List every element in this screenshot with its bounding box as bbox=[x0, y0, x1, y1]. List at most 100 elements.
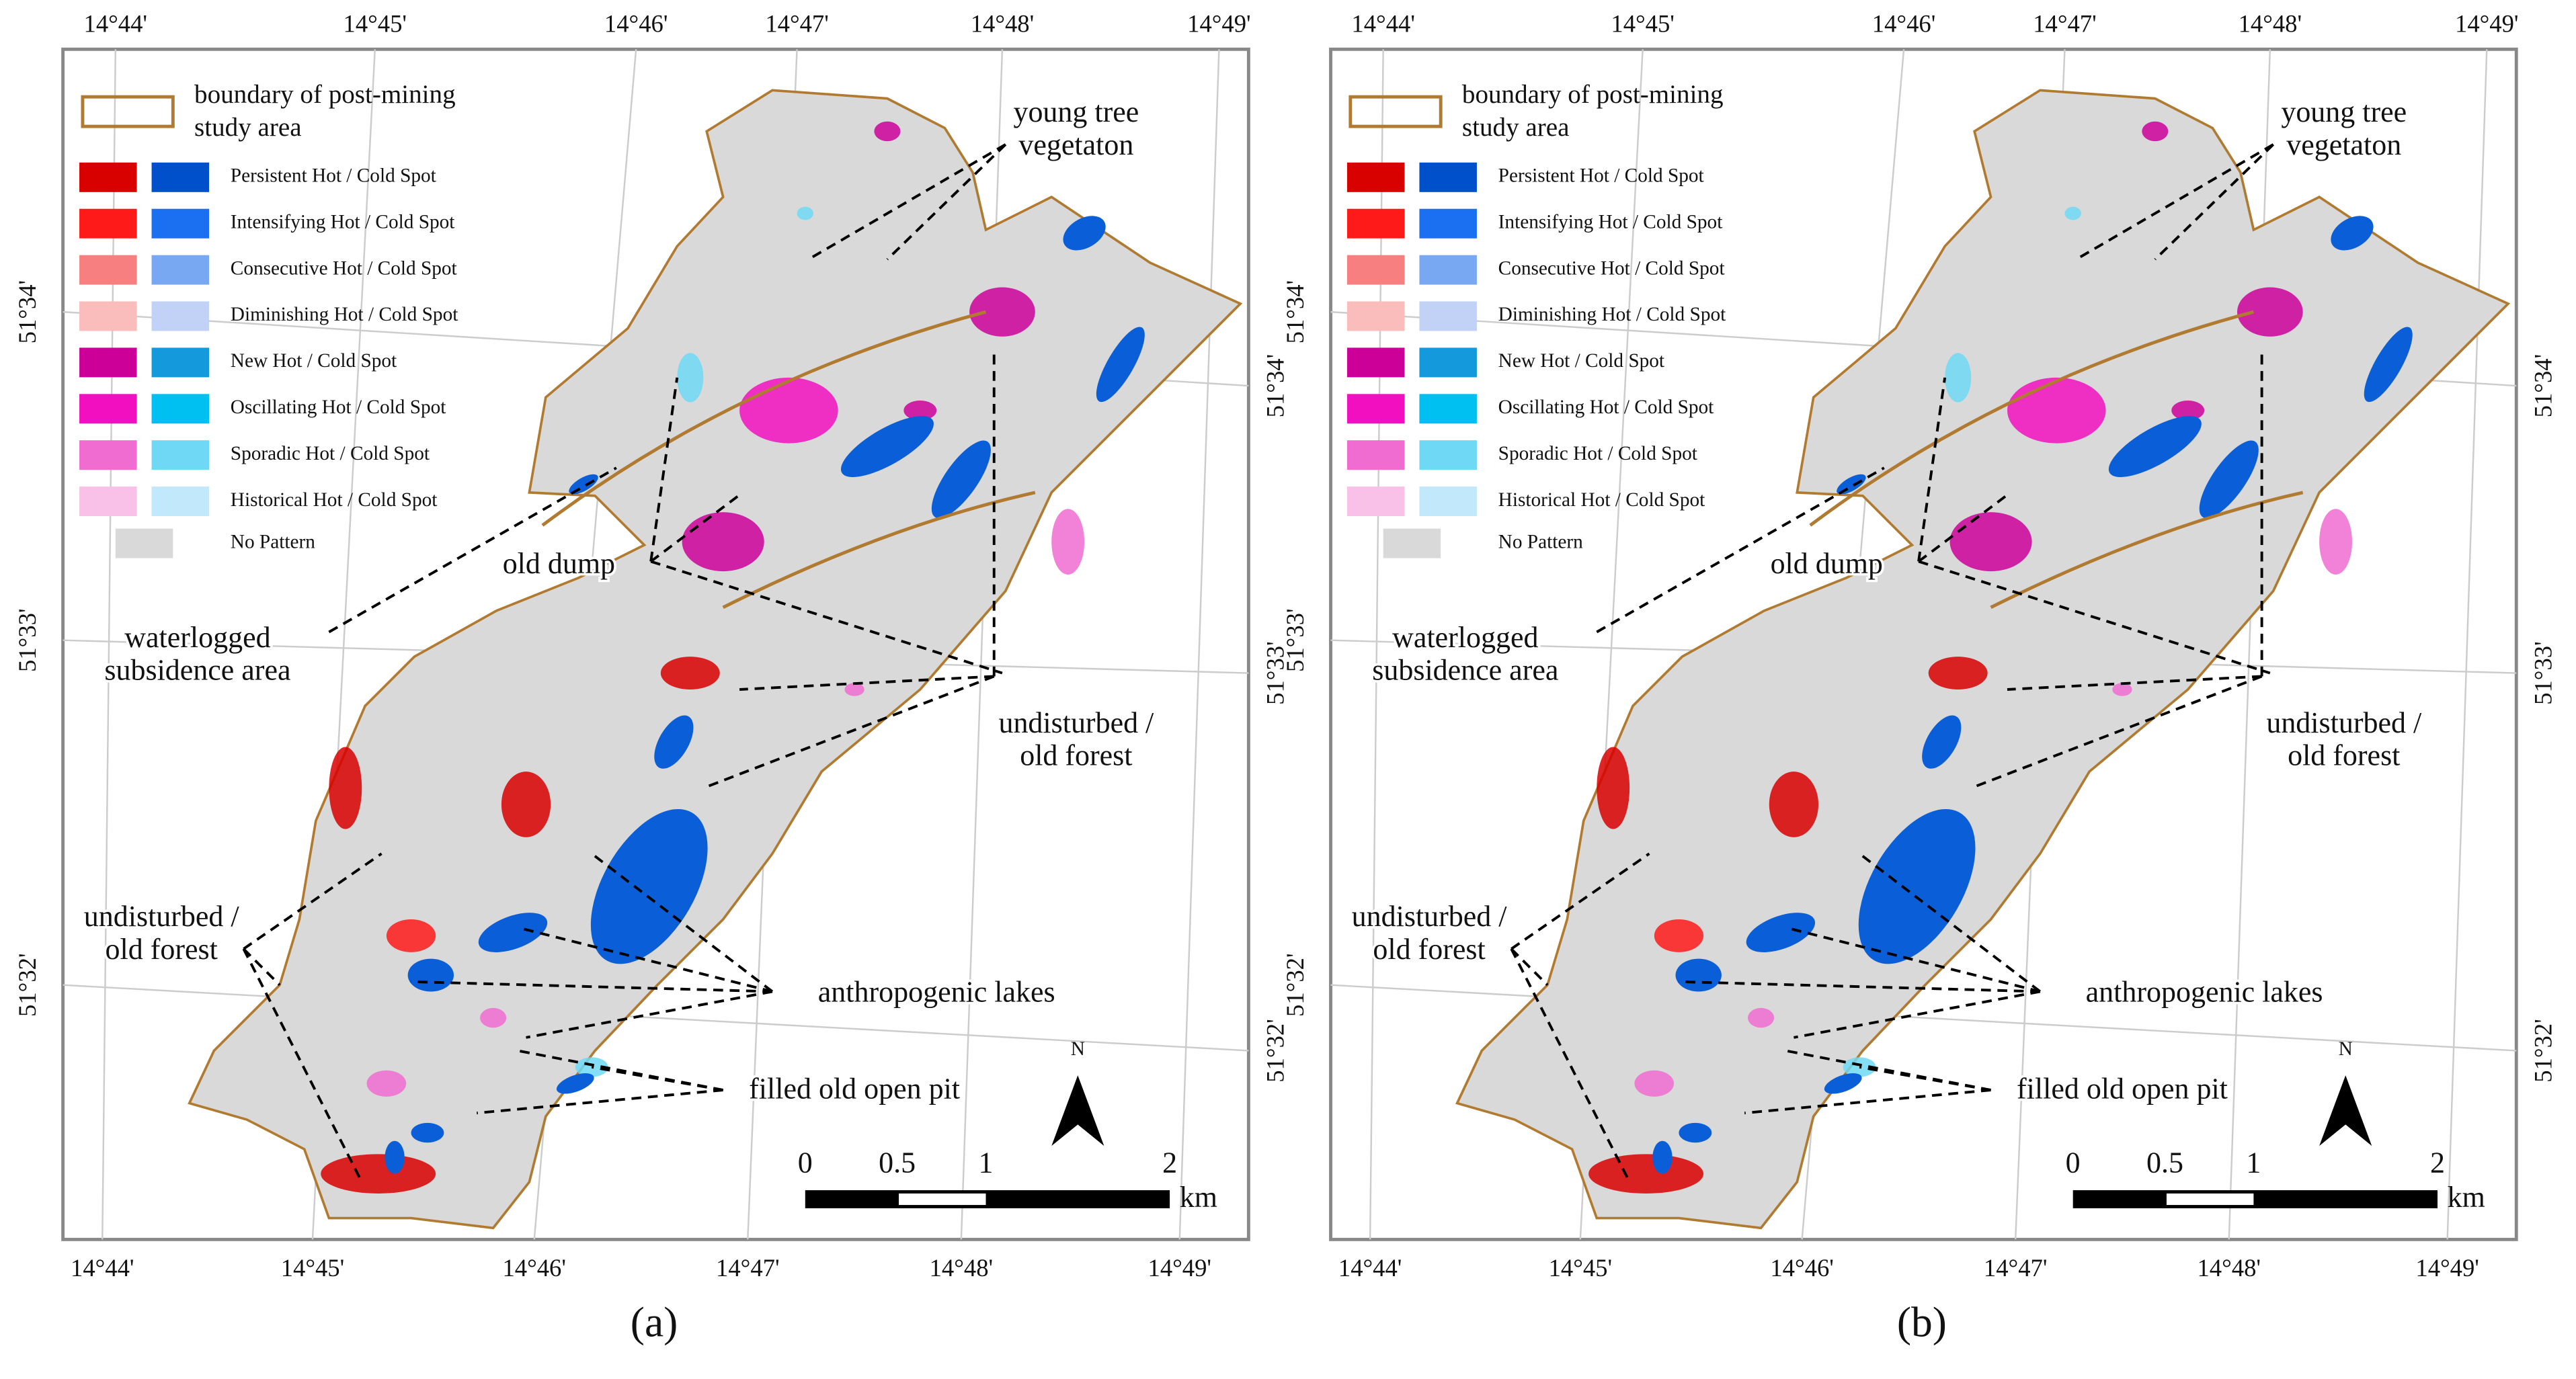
legend-label: Sporadic Hot / Cold Spot bbox=[231, 443, 430, 464]
cold-spot-lake bbox=[1679, 1122, 1712, 1143]
longitude-label: 14°45' bbox=[1611, 9, 1675, 37]
hot-spot-patch bbox=[366, 1070, 407, 1097]
longitude-label: 14°46' bbox=[1872, 9, 1936, 37]
graticule-line bbox=[1330, 984, 2517, 1052]
leader-line bbox=[739, 675, 994, 691]
legend-swatch-hot bbox=[1346, 162, 1405, 192]
legend-swatch-cold bbox=[151, 347, 210, 378]
legend-label: boundary of post-mining bbox=[1462, 80, 1724, 109]
longitude-label: 14°46' bbox=[1770, 1254, 1833, 1282]
scale-bar bbox=[805, 1190, 1170, 1208]
annotation: undisturbed / bbox=[1352, 900, 1508, 933]
hot-spot-patch bbox=[844, 683, 864, 696]
scale-label: 0.5 bbox=[879, 1146, 916, 1179]
cold-spot-lake bbox=[1746, 913, 1816, 952]
annotation: filled old open pit bbox=[749, 1073, 960, 1105]
longitude-label: 14°44' bbox=[71, 1254, 134, 1282]
cold-spot-lake bbox=[1858, 808, 1976, 964]
legend-swatch-cold bbox=[1419, 394, 1477, 424]
latitude-label: 51°33' bbox=[2530, 641, 2557, 705]
scale-label: 1 bbox=[979, 1146, 994, 1179]
legend-swatch-cold bbox=[151, 487, 210, 517]
graticule-line bbox=[2446, 49, 2488, 1240]
leader-line bbox=[2007, 675, 2262, 691]
cold-spot-lake bbox=[2364, 327, 2413, 403]
legend-label: Intensifying Hot / Cold Spot bbox=[231, 211, 455, 233]
longitude-label: 14°44' bbox=[1338, 1254, 1402, 1282]
hot-spot-patch bbox=[1588, 1154, 1704, 1194]
legend-swatch-cold bbox=[1419, 440, 1477, 470]
cold-spot-lake bbox=[407, 958, 454, 992]
legend-label: study area bbox=[1462, 113, 1570, 142]
hot-spot-patch bbox=[2142, 121, 2169, 142]
legend-label: Sporadic Hot / Cold Spot bbox=[1498, 443, 1697, 464]
legend-swatch-none bbox=[115, 528, 173, 558]
hot-spot-patch bbox=[2112, 683, 2132, 696]
leader-line bbox=[886, 143, 1007, 261]
cold-spot-lake bbox=[2331, 216, 2374, 251]
scale-label: 0 bbox=[798, 1146, 813, 1179]
legend-label: Historical Hot / Cold Spot bbox=[1498, 489, 1705, 511]
annotation: subsidence area bbox=[1372, 654, 1558, 687]
leader-line bbox=[1679, 980, 2040, 993]
longitude-label: 14°46' bbox=[502, 1254, 566, 1282]
north-arrow bbox=[1051, 1075, 1104, 1146]
legend-swatch-hot bbox=[1346, 487, 1405, 517]
north-label: N bbox=[1071, 1038, 1085, 1060]
hot-spot-patch bbox=[2171, 401, 2205, 421]
annotation: vegetaton bbox=[2286, 128, 2401, 161]
legend-swatch-cold bbox=[1419, 487, 1477, 517]
latitude-label: 51°32' bbox=[13, 953, 41, 1017]
leader-line bbox=[1511, 852, 1650, 950]
longitude-label: 14°49' bbox=[2455, 9, 2519, 37]
hot-spot-patch bbox=[797, 206, 814, 220]
panel-label: (a) bbox=[631, 1298, 678, 1345]
legend-boundary-swatch bbox=[81, 95, 175, 128]
annotation: old forest bbox=[1373, 933, 1485, 966]
longitude-label: 14°47' bbox=[716, 1254, 780, 1282]
annotation: old dump bbox=[503, 547, 615, 580]
legend-label: New Hot / Cold Spot bbox=[231, 350, 397, 372]
latitude-label: 51°32' bbox=[1281, 953, 1309, 1017]
leader-line bbox=[1785, 926, 2041, 993]
longitude-label: 14°48' bbox=[2198, 1254, 2261, 1282]
annotation: vegetaton bbox=[1018, 128, 1133, 161]
longitude-label: 14°47' bbox=[2033, 9, 2096, 37]
legend-label: No Pattern bbox=[1498, 531, 1583, 552]
annotation: undisturbed / bbox=[2266, 706, 2422, 739]
legend-label: Diminishing Hot / Cold Spot bbox=[1498, 304, 1726, 325]
hot-spot-patch bbox=[2237, 287, 2303, 337]
cold-spot-lake bbox=[385, 1140, 405, 1174]
scale-label: 2 bbox=[2430, 1146, 2445, 1179]
scale-bar-segment bbox=[2166, 1193, 2254, 1206]
cold-spot-lake bbox=[2199, 440, 2259, 519]
leader-line bbox=[702, 675, 995, 790]
hot-spot-patch bbox=[1051, 509, 1085, 575]
legend-swatch-hot bbox=[79, 162, 137, 192]
hot-spot-patch bbox=[1769, 771, 1819, 837]
legend-swatch-none bbox=[1383, 528, 1441, 558]
hot-spot-patch bbox=[321, 1154, 436, 1194]
legend-label: study area bbox=[194, 113, 302, 142]
legend-label: No Pattern bbox=[231, 531, 315, 552]
leader-line bbox=[1858, 852, 2042, 993]
scale-unit: km bbox=[1180, 1181, 1217, 1214]
leader-line bbox=[807, 143, 1006, 261]
hot-spot-patch bbox=[386, 919, 436, 952]
annotation: subsidence area bbox=[104, 654, 290, 687]
cold-spot-lake bbox=[569, 474, 598, 495]
hot-spot-patch bbox=[501, 771, 551, 837]
legend-swatch-cold bbox=[151, 162, 210, 192]
leader-line bbox=[1918, 560, 2271, 675]
hot-spot-patch bbox=[969, 287, 1035, 337]
leader-line bbox=[650, 560, 1003, 675]
leader-line bbox=[591, 1065, 723, 1091]
cold-spot-lake bbox=[1063, 216, 1106, 251]
hot-spot-patch bbox=[1928, 657, 1988, 690]
leader-line bbox=[242, 948, 281, 987]
leader-line bbox=[328, 466, 617, 634]
legend-swatch-hot bbox=[79, 255, 137, 285]
longitude-label: 14°45' bbox=[281, 1254, 345, 1282]
scale-label: 1 bbox=[2246, 1146, 2261, 1179]
legend-swatch-hot bbox=[79, 394, 137, 424]
